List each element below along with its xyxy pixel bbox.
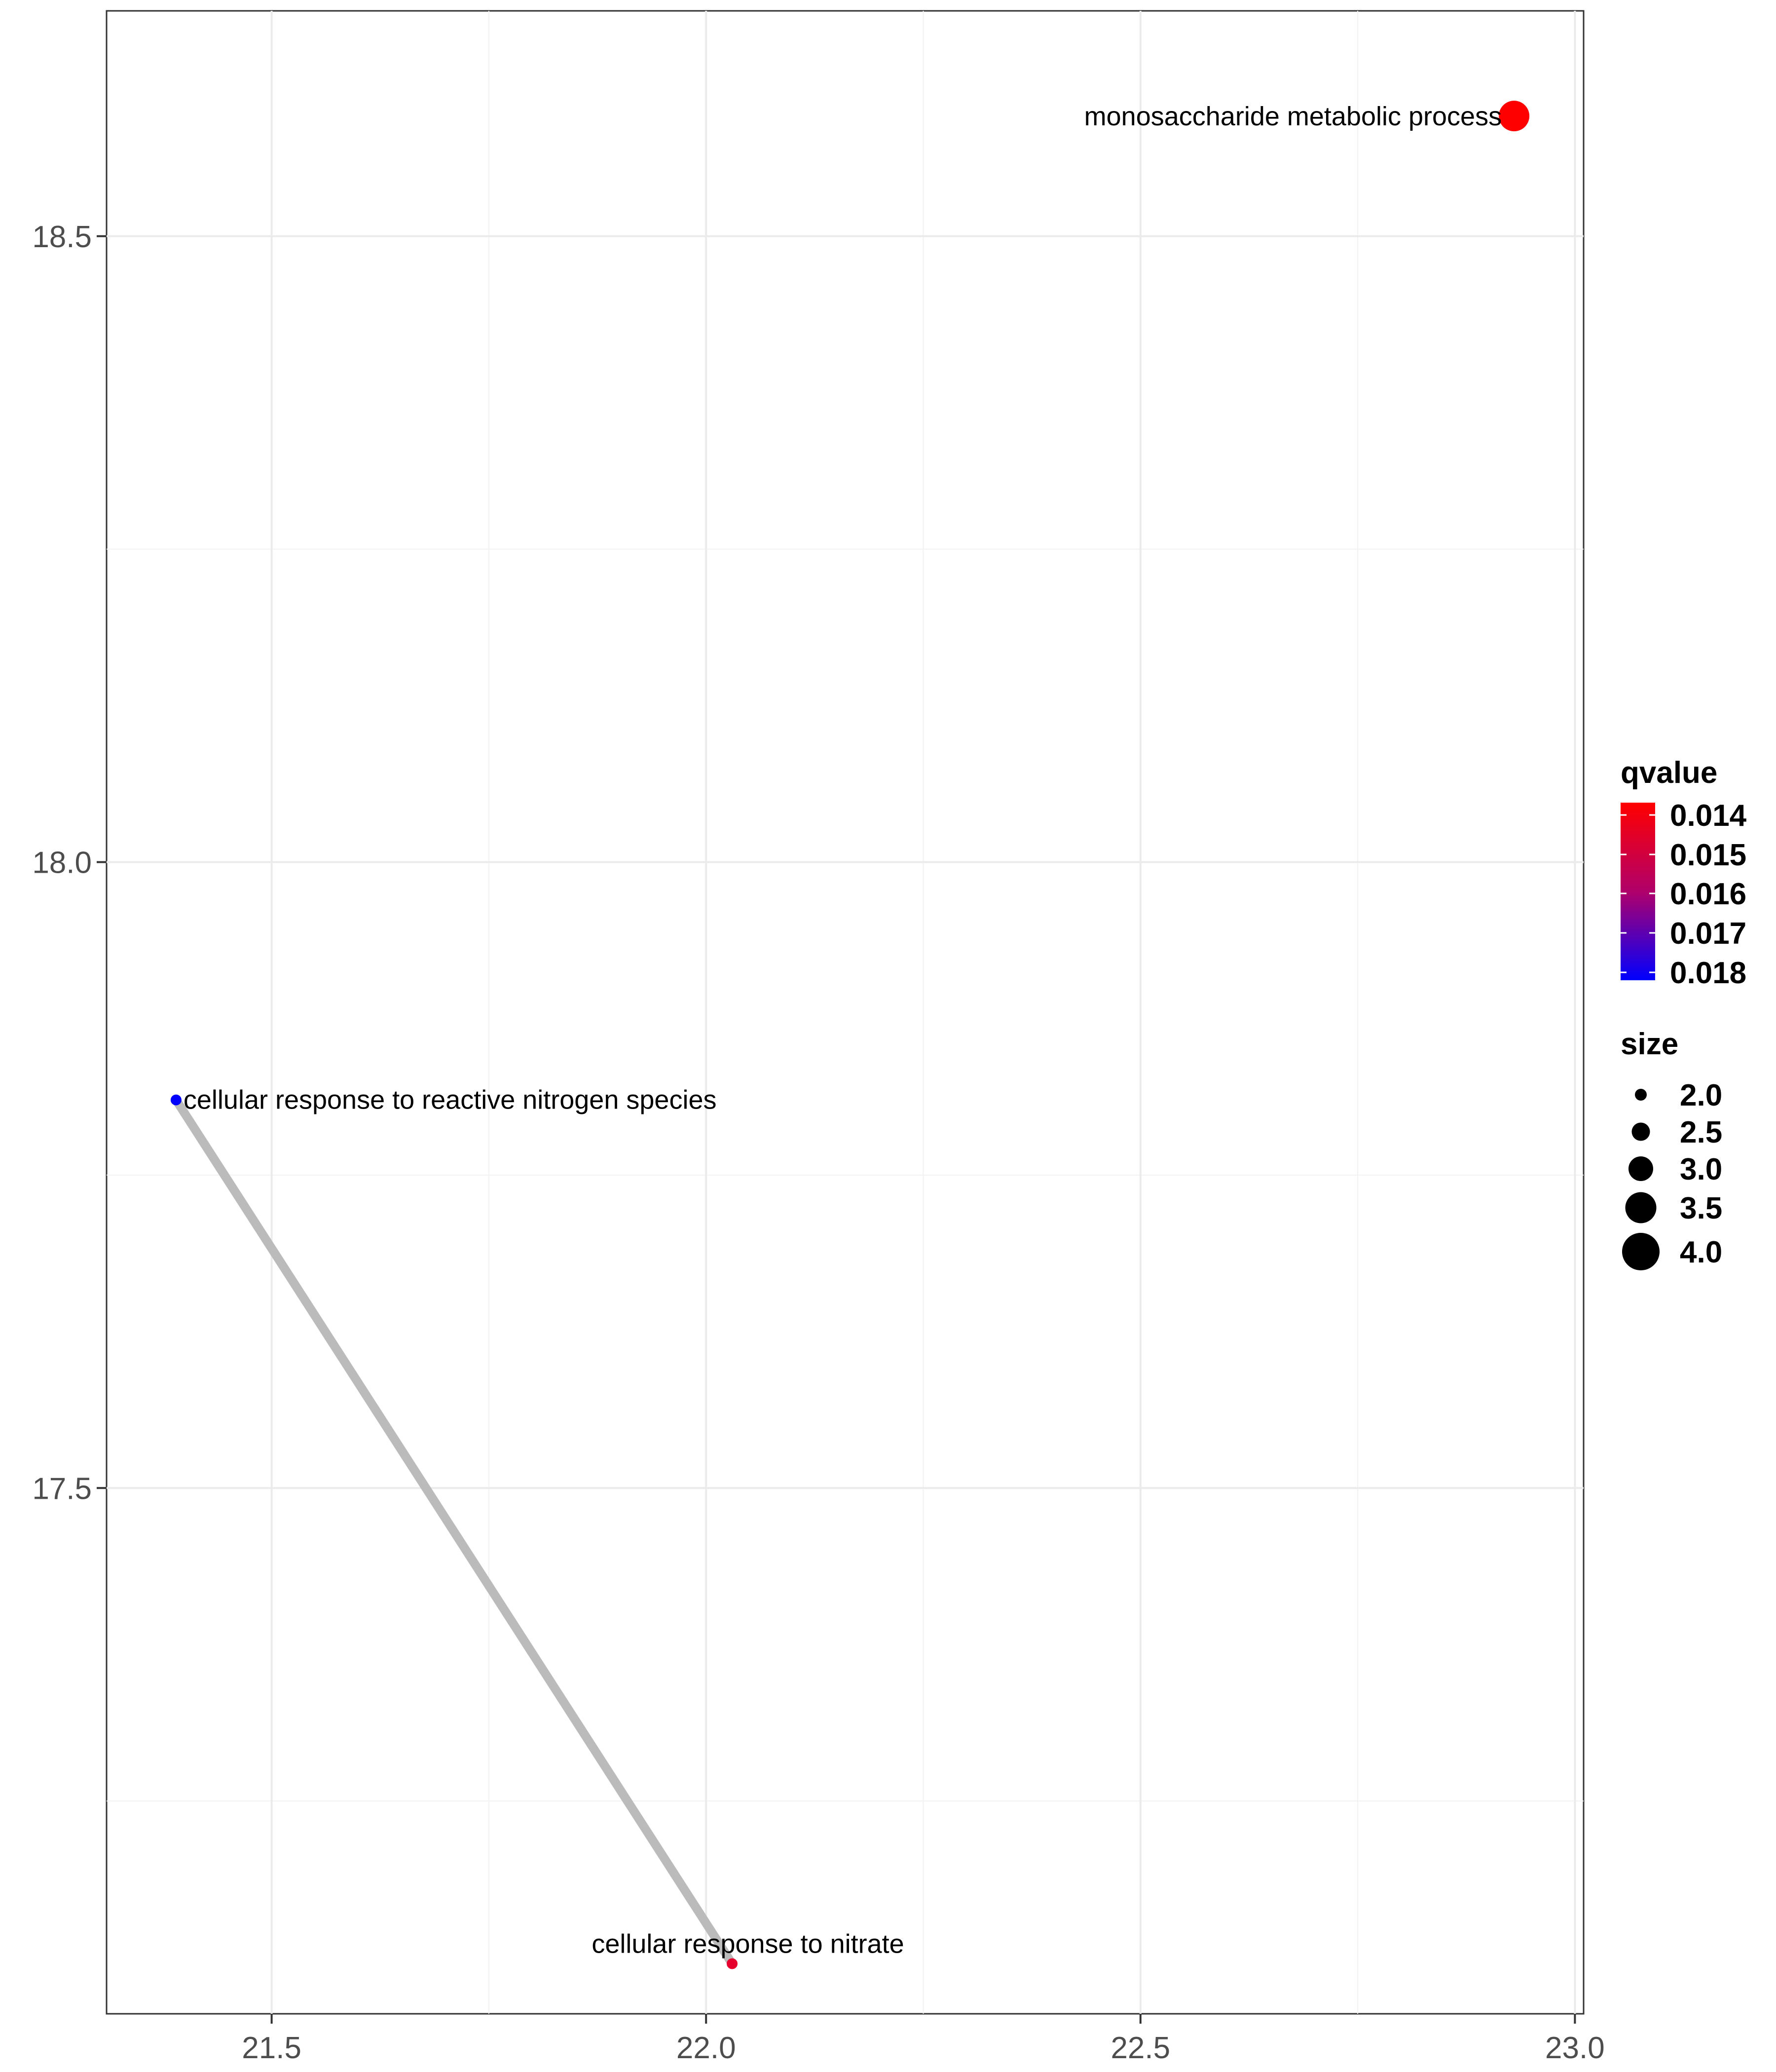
grid-minor bbox=[107, 11, 1584, 2014]
node-label: monosaccharide metabolic process bbox=[1084, 102, 1502, 131]
x-axis-tick-label: 21.5 bbox=[242, 2031, 301, 2065]
legend-size-title: size bbox=[1621, 1027, 1678, 1061]
legend-size-label: 2.5 bbox=[1680, 1115, 1722, 1149]
point-layer bbox=[170, 101, 1530, 1969]
legend-size-key bbox=[1625, 1192, 1657, 1223]
legend-size-key bbox=[1631, 1122, 1650, 1141]
edge-layer bbox=[172, 1097, 736, 1966]
node-label-layer: monosaccharide metabolic process cellular… bbox=[184, 102, 1502, 1959]
x-axis-tick-label: 22.5 bbox=[1110, 2031, 1170, 2065]
legend-size-key bbox=[1635, 1089, 1647, 1101]
legend-qvalue-colorbar bbox=[1621, 803, 1655, 980]
network-node bbox=[170, 1094, 182, 1106]
legend: qvalue 0.014 0.015 0.016 0.017 0.018 size2.02.… bbox=[1621, 756, 1747, 1270]
legend-qvalue-label: 0.018 bbox=[1670, 956, 1746, 990]
network-node bbox=[727, 1958, 738, 1969]
legend-size-label: 4.0 bbox=[1680, 1235, 1722, 1269]
network-node bbox=[1499, 101, 1530, 132]
node-label: cellular response to nitrate bbox=[592, 1929, 904, 1959]
y-axis-tick-label: 18.5 bbox=[32, 220, 92, 254]
plot-panel bbox=[106, 10, 1585, 2015]
x-axis-tick-label: 22.0 bbox=[676, 2031, 736, 2065]
axis-layer: 21.5 22.0 22.5 23.0 17.5 18.0 18.5 bbox=[32, 220, 1604, 2065]
node-label: cellular response to reactive nitrogen s… bbox=[184, 1085, 717, 1115]
network-edge bbox=[172, 1097, 736, 1966]
legend-qvalue-label: 0.015 bbox=[1670, 838, 1746, 872]
legend-size-label: 3.5 bbox=[1680, 1191, 1722, 1225]
legend-qvalue-label: 0.016 bbox=[1670, 877, 1746, 911]
legend-qvalue-label: 0.014 bbox=[1670, 799, 1747, 833]
legend-qvalue-label: 0.017 bbox=[1670, 917, 1746, 951]
legend-size-key bbox=[1622, 1233, 1660, 1270]
legend-size-label: 2.0 bbox=[1680, 1078, 1722, 1112]
legend-qvalue-title: qvalue bbox=[1621, 756, 1717, 790]
y-axis-tick-label: 18.0 bbox=[32, 846, 92, 880]
legend-size-label: 3.0 bbox=[1680, 1152, 1722, 1186]
x-axis-tick-label: 23.0 bbox=[1545, 2031, 1605, 2065]
grid-major bbox=[107, 11, 1584, 2014]
legend-size-key bbox=[1628, 1156, 1653, 1181]
y-axis-tick-label: 17.5 bbox=[32, 1472, 92, 1506]
